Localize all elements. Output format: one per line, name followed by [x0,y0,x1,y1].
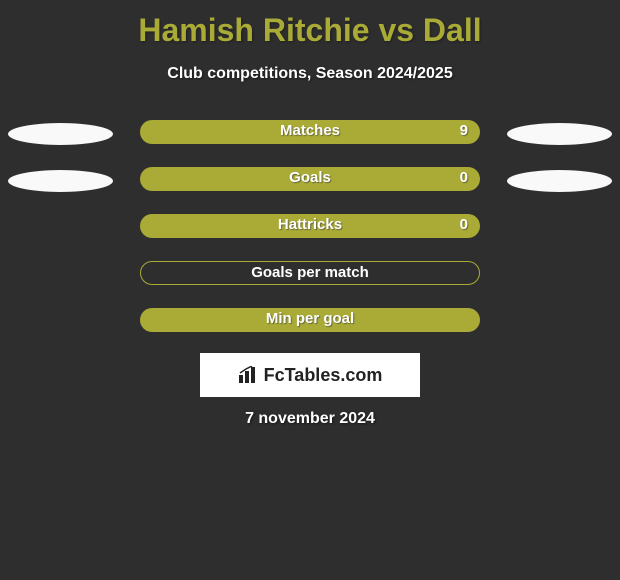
stat-bar: Hattricks0 [140,214,480,238]
player-left-marker [8,123,113,145]
stat-row: Goals0 [0,167,620,191]
stat-label: Goals [140,169,480,186]
footer-date: 7 november 2024 [0,410,620,428]
stat-row: Goals per match [0,261,620,285]
stats-rows: Matches9Goals0Hattricks0Goals per matchM… [0,120,620,355]
stat-label: Goals per match [141,264,479,281]
stat-row: Min per goal [0,308,620,332]
logo-box: FcTables.com [200,353,420,397]
chart-icon [238,366,260,384]
logo-label: FcTables.com [264,365,383,386]
stat-bar: Goals per match [140,261,480,285]
stat-bar: Goals0 [140,167,480,191]
stat-row: Hattricks0 [0,214,620,238]
logo-text: FcTables.com [238,365,383,386]
stat-bar: Matches9 [140,120,480,144]
stat-label: Min per goal [140,310,480,327]
player-left-marker [8,170,113,192]
stat-row: Matches9 [0,120,620,144]
page-subtitle: Club competitions, Season 2024/2025 [0,65,620,83]
stat-value: 0 [460,216,468,233]
stat-label: Matches [140,122,480,139]
player-right-marker [507,170,612,192]
stat-value: 9 [460,122,468,139]
stat-bar: Min per goal [140,308,480,332]
stat-value: 0 [460,169,468,186]
page-title: Hamish Ritchie vs Dall [0,0,620,49]
player-right-marker [507,123,612,145]
stat-label: Hattricks [140,216,480,233]
